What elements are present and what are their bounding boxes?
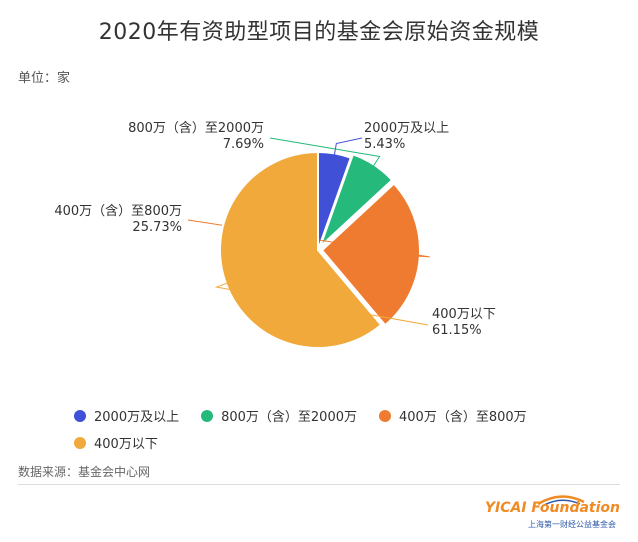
legend-dot-icon xyxy=(201,409,214,422)
logo-arc-icon xyxy=(537,495,585,506)
logo-text: YICAI Foundation xyxy=(484,500,620,516)
legend-item: 2000万及以上 xyxy=(74,406,179,425)
slice-value-label: 25.73% xyxy=(132,220,182,235)
slice-value-label: 7.69% xyxy=(223,137,264,152)
legend-item: 800万（含）至2000万 xyxy=(201,406,357,425)
chart-legend: 2000万及以上 800万（含）至2000万 400万（含）至800万 400万以下 xyxy=(74,406,594,460)
yicai-foundation-logo: YICAI Foundation 上海第一财经公益基金会 xyxy=(485,494,620,532)
legend-label: 400万以下 xyxy=(94,437,158,452)
legend-item: 400万（含）至800万 xyxy=(379,406,527,425)
legend-dot-icon xyxy=(74,436,86,449)
data-source: 数据来源：基金会中心网 xyxy=(18,465,151,479)
slice-category-label: 2000万及以上 xyxy=(364,121,449,136)
divider xyxy=(18,484,620,485)
slice-category-label: 800万（含）至2000万 xyxy=(128,120,264,136)
logo-subtext: 上海第一财经公益基金会 xyxy=(528,520,616,529)
legend-dot-icon xyxy=(379,409,391,422)
legend-item: 400万以下 xyxy=(74,433,158,452)
leader-line xyxy=(333,137,363,156)
slice-category-label: 400万以下 xyxy=(432,307,496,322)
slice-value-label: 61.15% xyxy=(432,323,482,338)
legend-label: 2000万及以上 xyxy=(94,410,180,425)
legend-label: 400万（含）至800万 xyxy=(399,410,527,425)
leader-line xyxy=(269,137,381,167)
slice-category-label: 400万（含）至800万 xyxy=(54,203,182,219)
legend-label: 800万（含）至2000万 xyxy=(221,410,357,425)
leader-line xyxy=(214,282,429,326)
slice-value-label: 5.43% xyxy=(364,137,405,152)
chart-title: 2020年有资助型项目的基金会原始资金规模 xyxy=(98,20,540,45)
unit-label: 单位：家 xyxy=(18,71,71,86)
legend-dot-icon xyxy=(74,409,86,422)
